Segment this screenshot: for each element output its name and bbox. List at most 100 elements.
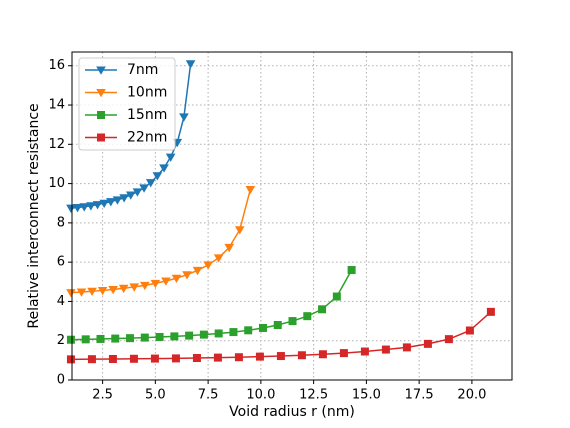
plot-frame bbox=[71, 51, 513, 381]
y-tick-label: 14 bbox=[48, 98, 65, 113]
legend-marker bbox=[97, 111, 105, 119]
data-point bbox=[66, 355, 75, 364]
data-point bbox=[465, 326, 474, 335]
data-point bbox=[234, 226, 245, 235]
data-point bbox=[245, 185, 256, 195]
data-point bbox=[150, 279, 161, 289]
x-tick-label: 17.5 bbox=[405, 388, 434, 403]
legend: 7nm 10nm 15nm 22nm bbox=[78, 57, 176, 151]
legend-marker bbox=[96, 66, 106, 75]
legend-marker bbox=[97, 133, 105, 142]
data-point bbox=[179, 113, 189, 122]
data-point bbox=[170, 332, 179, 341]
data-point bbox=[92, 201, 103, 210]
data-point bbox=[339, 349, 348, 358]
y-axis-label: Relative interconnect resistance bbox=[26, 103, 42, 328]
legend-label: 10nm bbox=[127, 85, 167, 101]
data-point bbox=[86, 202, 96, 211]
data-point bbox=[182, 271, 192, 280]
data-point bbox=[87, 355, 96, 364]
data-point bbox=[360, 347, 369, 356]
data-point bbox=[185, 60, 196, 69]
x-tick-label: 7.5 bbox=[198, 388, 219, 403]
x-axis-label: Void radius r (nm) bbox=[229, 404, 355, 420]
data-point bbox=[118, 284, 129, 294]
data-point bbox=[224, 243, 235, 253]
data-point bbox=[99, 199, 109, 209]
data-point bbox=[139, 184, 149, 193]
data-point bbox=[97, 286, 108, 296]
data-point bbox=[145, 179, 156, 188]
data-point bbox=[402, 343, 411, 352]
data-point bbox=[66, 335, 75, 344]
data-point bbox=[192, 266, 203, 276]
data-point bbox=[213, 254, 224, 263]
legend-label: 15nm bbox=[127, 107, 167, 123]
data-point bbox=[185, 331, 194, 340]
data-point bbox=[318, 305, 327, 314]
data-point bbox=[303, 312, 312, 321]
data-point bbox=[255, 352, 264, 361]
data-point bbox=[229, 328, 238, 337]
data-point bbox=[76, 288, 87, 297]
data-point bbox=[129, 354, 138, 363]
data-point bbox=[159, 164, 169, 173]
x-tick-label: 5.0 bbox=[145, 388, 166, 403]
data-point bbox=[192, 354, 201, 363]
data-point bbox=[108, 285, 118, 295]
x-tick-label: 2.5 bbox=[92, 388, 113, 403]
x-tick-label: 12.5 bbox=[299, 388, 328, 403]
data-point bbox=[66, 289, 76, 298]
data-point bbox=[125, 191, 136, 200]
data-point bbox=[132, 188, 143, 197]
data-point bbox=[423, 339, 432, 348]
data-point bbox=[214, 329, 223, 338]
data-point bbox=[347, 266, 356, 275]
data-point bbox=[234, 353, 243, 362]
data-point bbox=[297, 351, 306, 360]
data-point bbox=[258, 323, 267, 332]
data-point bbox=[81, 335, 90, 344]
data-point bbox=[276, 352, 285, 361]
data-point bbox=[213, 353, 222, 362]
data-point bbox=[273, 321, 282, 330]
data-point bbox=[171, 274, 182, 284]
data-point bbox=[381, 345, 390, 354]
y-tick-label: 0 bbox=[57, 373, 65, 388]
y-tick-label: 2 bbox=[57, 333, 65, 348]
data-point bbox=[244, 326, 253, 335]
data-point bbox=[155, 332, 164, 341]
data-point bbox=[129, 283, 140, 292]
data-point bbox=[79, 203, 90, 212]
legend-label: 22nm bbox=[127, 130, 167, 146]
data-point bbox=[111, 334, 120, 343]
x-tick-label: 15.0 bbox=[352, 388, 381, 403]
data-point bbox=[161, 277, 171, 286]
data-point bbox=[66, 204, 76, 213]
y-tick-label: 12 bbox=[48, 137, 65, 152]
data-point bbox=[72, 204, 83, 213]
data-point bbox=[150, 354, 159, 363]
y-tick-label: 8 bbox=[57, 215, 65, 230]
data-point bbox=[106, 198, 116, 207]
legend-label: 7nm bbox=[127, 62, 158, 78]
data-point bbox=[140, 281, 150, 291]
legend-marker bbox=[96, 89, 106, 98]
data-point bbox=[199, 330, 208, 339]
data-point bbox=[140, 333, 149, 342]
y-tick-label: 16 bbox=[48, 58, 65, 73]
data-point bbox=[119, 194, 129, 203]
data-point bbox=[203, 261, 213, 270]
data-point bbox=[108, 354, 117, 363]
data-point bbox=[486, 307, 495, 316]
data-point bbox=[165, 153, 176, 162]
data-point bbox=[96, 334, 105, 343]
data-point bbox=[288, 317, 297, 326]
y-tick-label: 10 bbox=[48, 176, 65, 191]
legend-box bbox=[78, 57, 176, 151]
data-point bbox=[87, 287, 97, 297]
data-point bbox=[444, 335, 453, 344]
series-line bbox=[70, 269, 353, 341]
data-point bbox=[318, 350, 327, 359]
